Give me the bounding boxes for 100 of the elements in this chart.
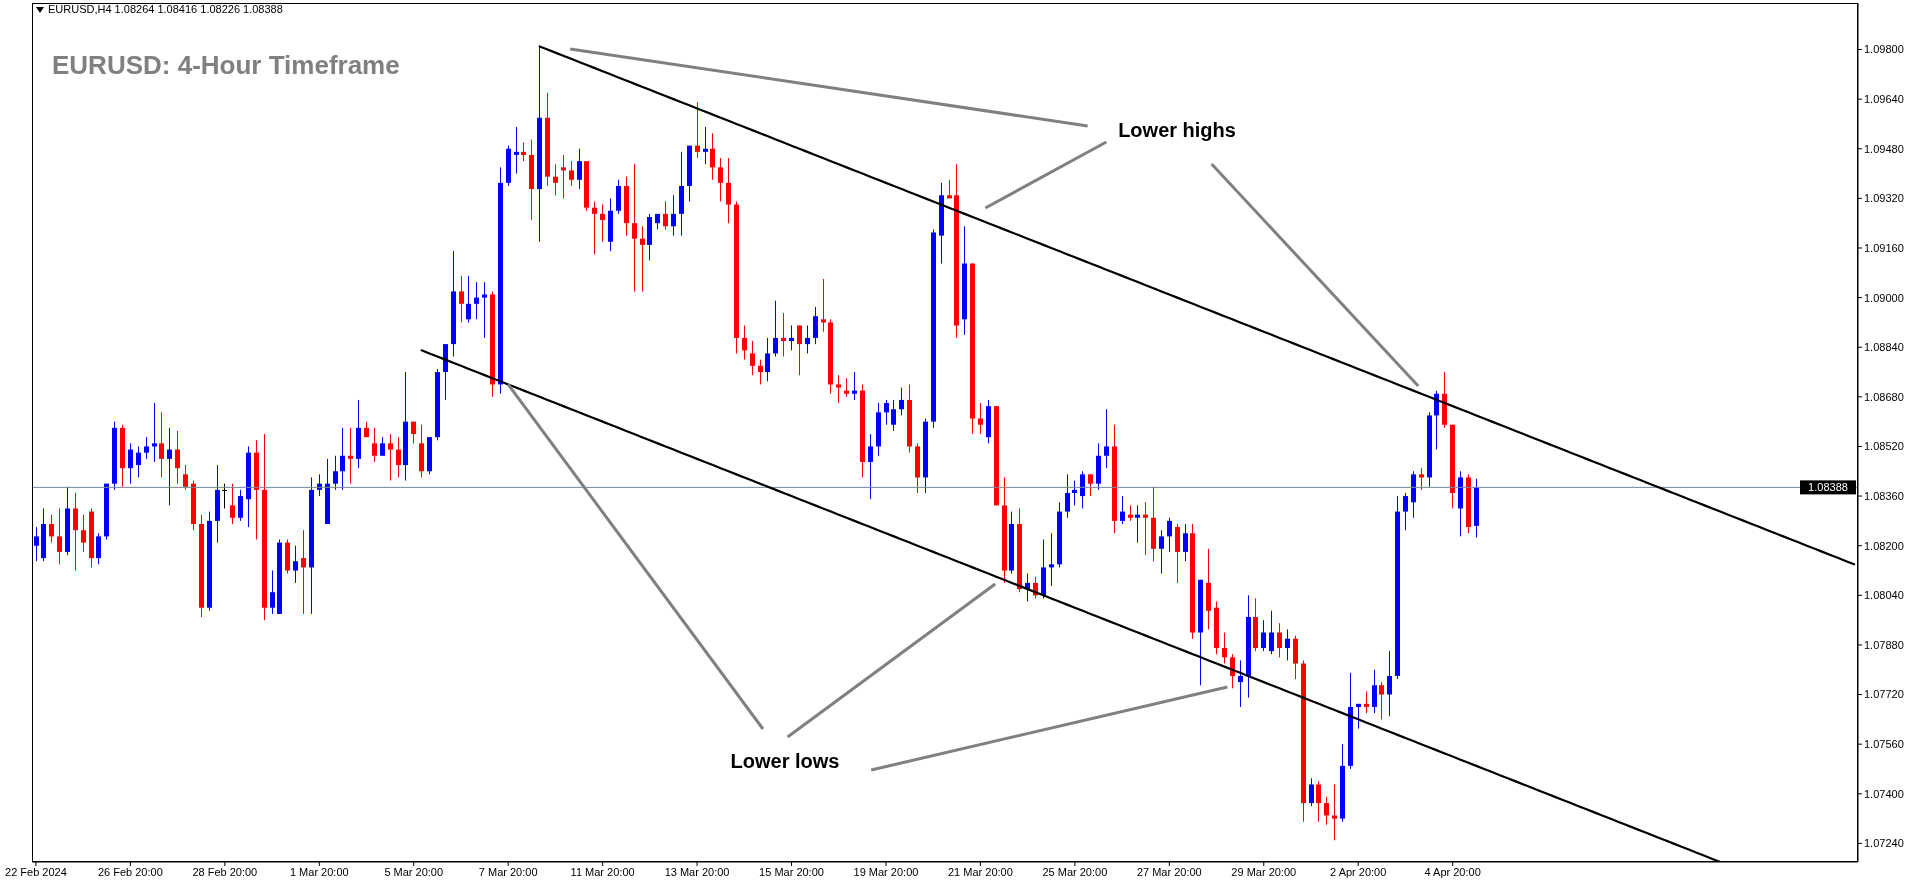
candlestick xyxy=(663,200,668,230)
candlestick xyxy=(34,526,39,562)
candlestick xyxy=(978,402,983,435)
candlestick xyxy=(1269,610,1274,655)
candlestick xyxy=(569,160,574,187)
candlestick xyxy=(49,514,54,544)
y-tick-label: 1.09800 xyxy=(1864,43,1904,56)
candlestick xyxy=(1285,628,1290,661)
candlestick xyxy=(1167,517,1172,553)
candlestick xyxy=(640,225,645,292)
candlestick xyxy=(1332,783,1337,841)
candlestick xyxy=(293,545,298,584)
x-tick-label: 4 Apr 20:00 xyxy=(1424,865,1481,878)
y-tick-label: 1.09640 xyxy=(1864,93,1904,106)
candlestick xyxy=(230,483,235,525)
y-tick-label: 1.07400 xyxy=(1864,787,1904,800)
candlestick xyxy=(514,126,519,175)
y-tick-label: 1.07560 xyxy=(1864,738,1904,751)
candlestick xyxy=(600,204,605,243)
candlestick xyxy=(553,163,558,196)
candlestick xyxy=(333,455,338,491)
candlestick xyxy=(726,157,731,224)
candlestick xyxy=(1159,529,1164,575)
candlestick xyxy=(1261,619,1266,652)
y-tick-label: 1.09000 xyxy=(1864,291,1904,304)
candlestick xyxy=(144,436,149,460)
candlestick xyxy=(1419,467,1424,491)
x-tick-label: 29 Mar 20:00 xyxy=(1231,865,1297,878)
y-tick-label: 1.08040 xyxy=(1864,589,1904,602)
candlestick xyxy=(891,399,896,432)
y-tick-label: 1.07880 xyxy=(1864,638,1904,651)
candlestick xyxy=(1065,473,1070,519)
candlestick xyxy=(577,148,582,190)
candlestick xyxy=(1356,703,1361,730)
candlestick xyxy=(671,194,676,237)
candlestick xyxy=(96,532,101,565)
candlestick xyxy=(459,275,464,323)
x-tick-label: 27 Mar 20:00 xyxy=(1136,865,1202,878)
candlestick xyxy=(1120,495,1125,525)
y-tick-label: 1.08680 xyxy=(1864,390,1904,403)
y-tick-label: 1.07240 xyxy=(1864,837,1904,850)
candlestick xyxy=(1072,480,1077,506)
x-tick-label: 22 Feb 2024 xyxy=(5,865,67,878)
candlestick xyxy=(474,281,479,320)
candlestick xyxy=(632,163,637,292)
candlestick xyxy=(1324,796,1329,826)
candlestick xyxy=(1309,777,1314,807)
candlestick xyxy=(836,374,841,404)
candlestick xyxy=(1403,492,1408,531)
candlestick xyxy=(1135,504,1140,544)
candlestick xyxy=(136,445,141,478)
candlestick xyxy=(695,101,700,159)
candlestick xyxy=(466,275,471,323)
candlestick xyxy=(758,359,763,385)
candlestick xyxy=(1372,669,1377,714)
candlestick xyxy=(183,464,188,491)
annotation: EURUSD,H4 1.08264 1.08416 1.08226 1.08388 xyxy=(48,3,283,16)
candlestick xyxy=(750,340,755,376)
candlestick xyxy=(81,514,86,553)
ref-line-label: 1.08388 xyxy=(1808,481,1848,494)
candlestick xyxy=(521,142,526,162)
candlestick xyxy=(238,489,243,522)
candlestick xyxy=(372,427,377,463)
y-tick-label: 1.09480 xyxy=(1864,142,1904,155)
candlestick xyxy=(844,377,849,398)
y-tick-label: 1.07720 xyxy=(1864,688,1904,701)
candlestick xyxy=(482,281,487,339)
x-tick-label: 28 Feb 20:00 xyxy=(192,865,258,878)
candlestick xyxy=(765,337,770,382)
candlestick xyxy=(742,325,747,361)
candlestick xyxy=(710,132,715,181)
candlestick xyxy=(789,325,794,351)
x-tick-label: 1 Mar 20:00 xyxy=(289,865,349,878)
candlestick xyxy=(128,442,133,485)
candlestick xyxy=(773,300,778,358)
candlestick xyxy=(1238,659,1243,708)
y-tick-label: 1.08200 xyxy=(1864,539,1904,552)
candlestick xyxy=(1049,532,1054,587)
y-tick-label: 1.09320 xyxy=(1864,192,1904,205)
candlestick xyxy=(1379,681,1384,720)
candlestick xyxy=(57,507,62,565)
candlestick xyxy=(1088,473,1093,497)
x-tick-label: 13 Mar 20:00 xyxy=(664,865,730,878)
x-tick-label: 7 Mar 20:00 xyxy=(478,865,538,878)
x-tick-label: 26 Feb 20:00 xyxy=(97,865,163,878)
candlestick xyxy=(813,306,818,345)
text: EURUSD: 4-Hour Timeframe xyxy=(52,50,400,80)
x-tick-label: 21 Mar 20:00 xyxy=(948,865,1013,878)
candlestick xyxy=(899,387,904,416)
candlestick xyxy=(340,427,345,491)
candlestick xyxy=(222,483,227,509)
candlestick xyxy=(1143,501,1148,556)
candlestick xyxy=(718,157,723,202)
candlestick xyxy=(1316,780,1321,823)
x-tick-label: 15 Mar 20:00 xyxy=(759,865,824,878)
candlestick xyxy=(561,154,566,199)
candlestick xyxy=(167,427,172,506)
annotation: Lower lows xyxy=(730,750,840,773)
candlestick xyxy=(159,411,164,478)
candlestick xyxy=(821,278,826,333)
